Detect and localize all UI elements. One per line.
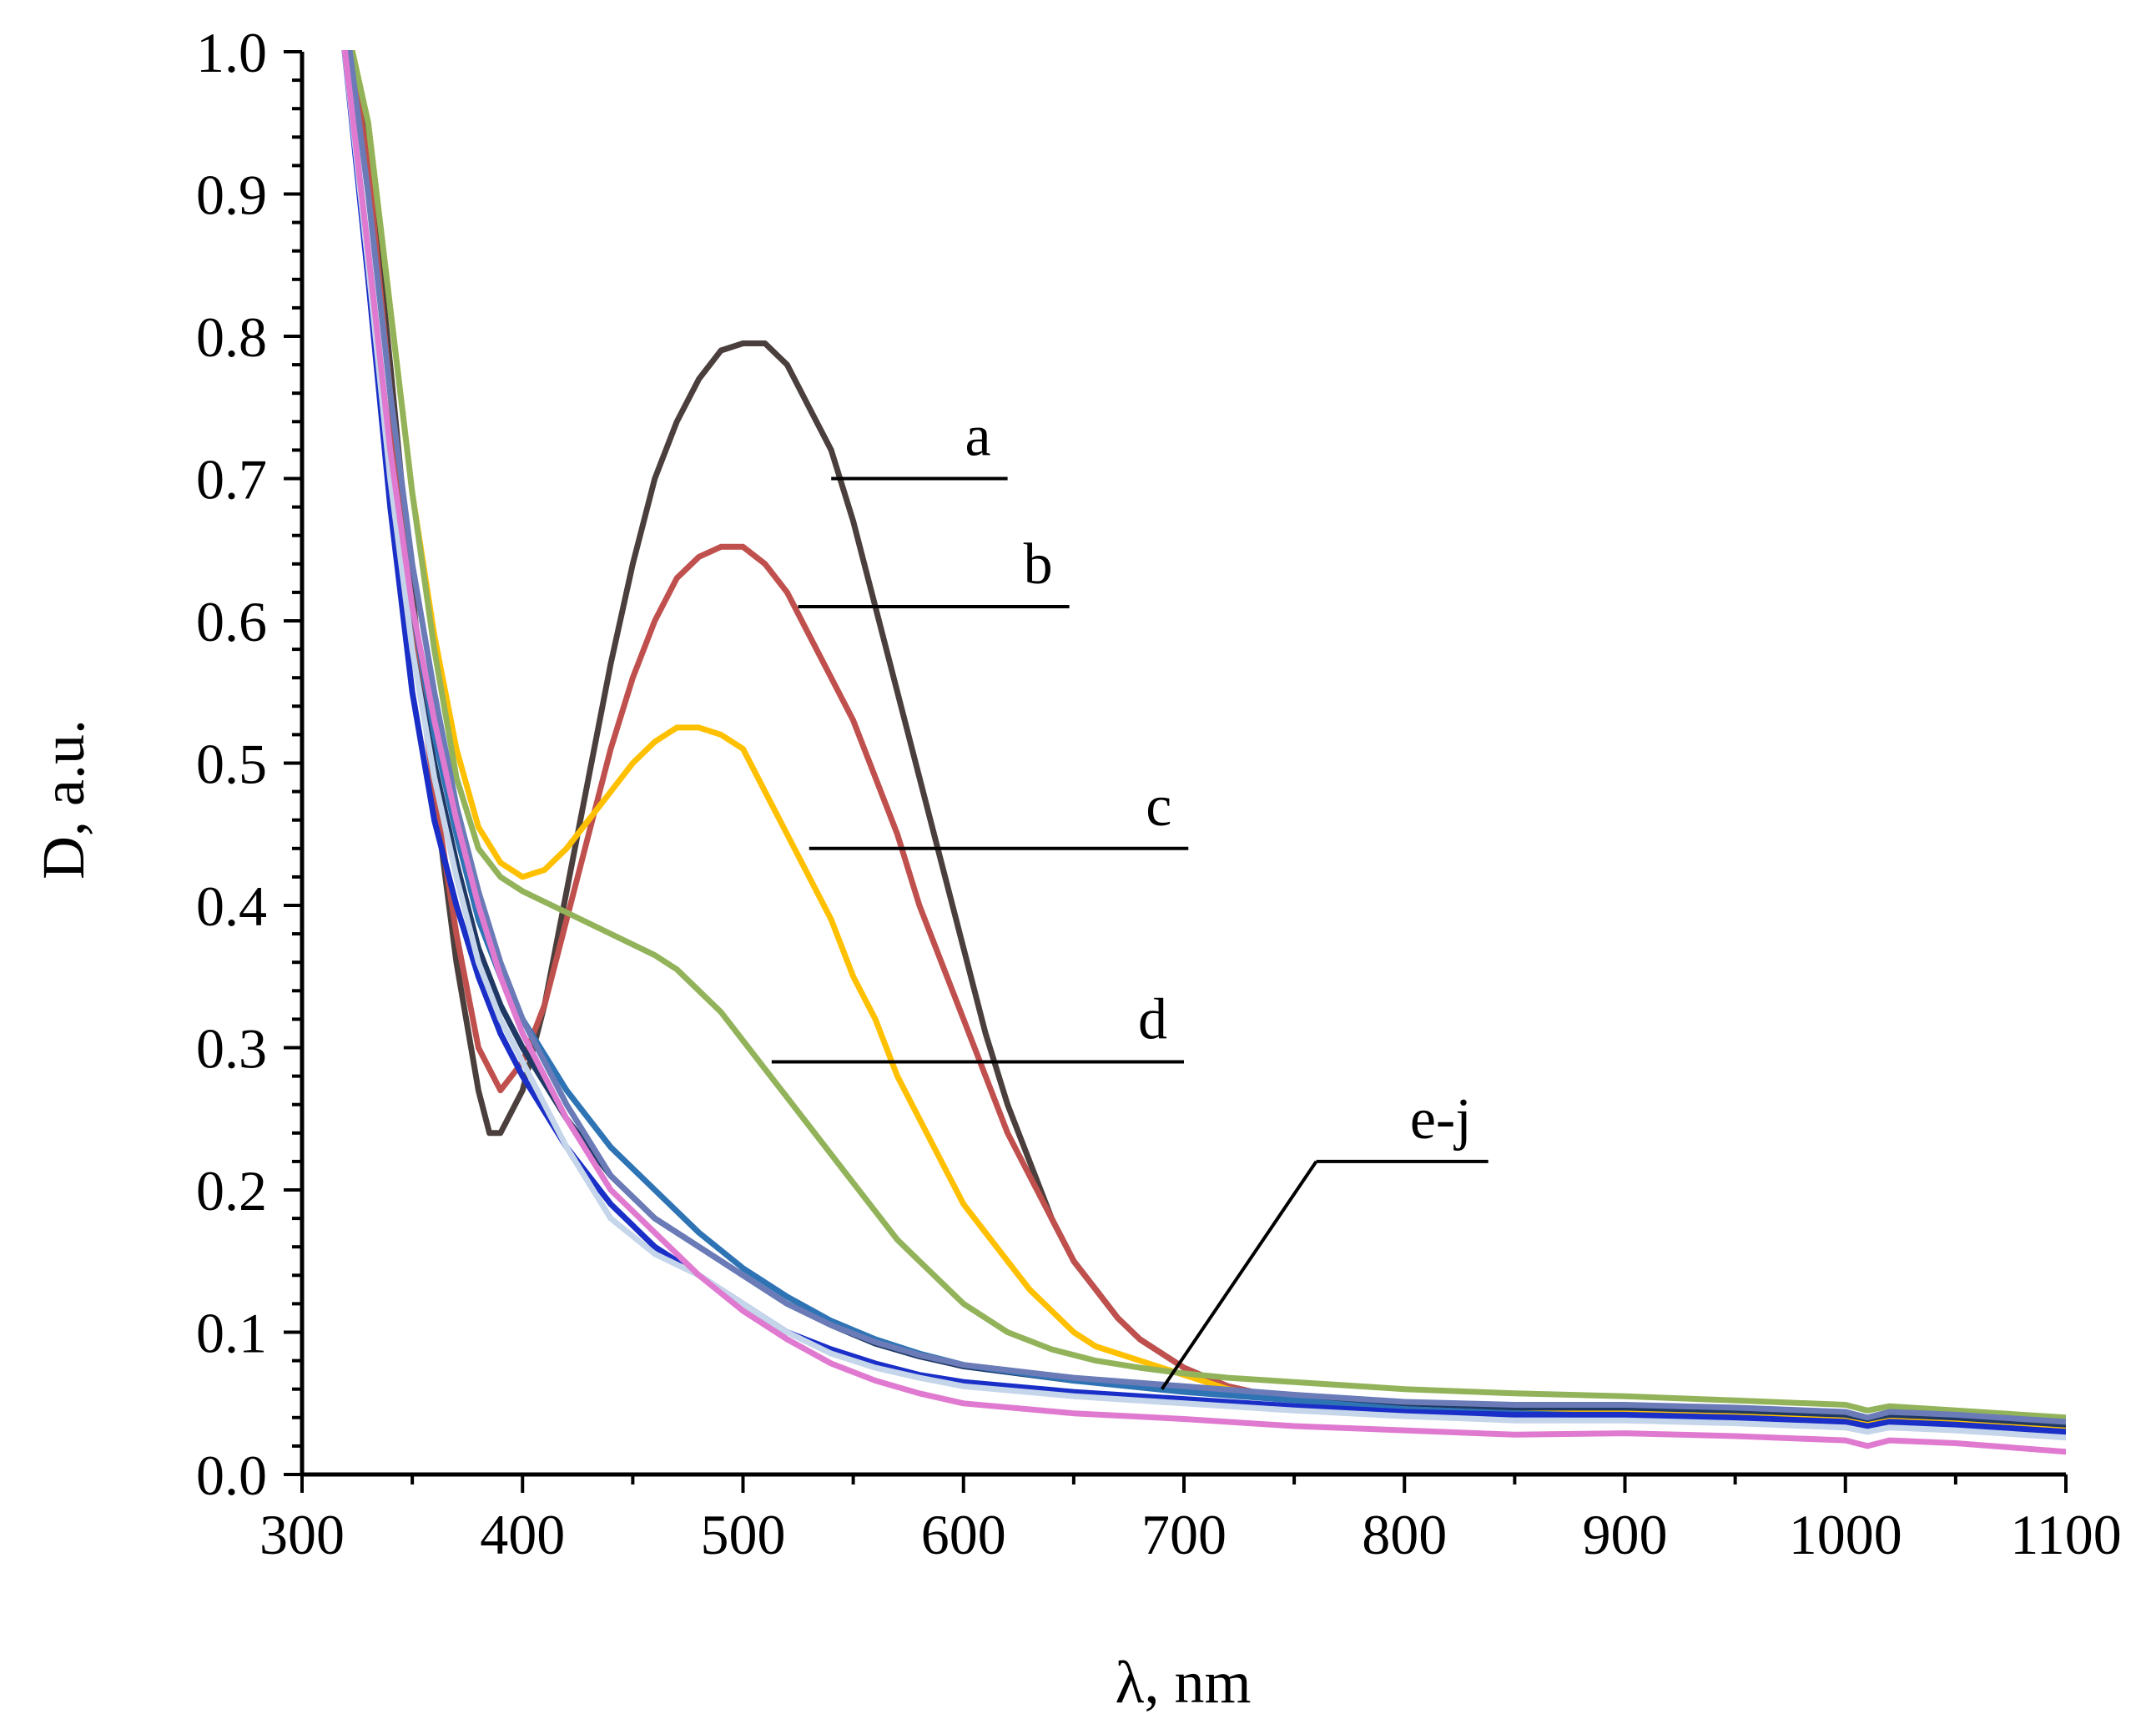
y-tick-label: 1.0 [196,21,267,84]
curve-label-a: a [965,405,991,469]
curve-label-d: d [1138,988,1167,1052]
leader-line-diagonal [1160,1160,1318,1390]
y-tick-label: 0.8 [196,305,267,369]
x-tick-label: 1100 [2010,1503,2121,1566]
x-tick-label: 500 [701,1503,786,1566]
x-tick-label: 700 [1141,1503,1227,1566]
x-tick-label: 400 [480,1503,565,1566]
y-tick-label: 0.4 [196,875,267,938]
series-line-i [341,50,2066,1441]
curve-annotations: ab c d e-j [771,405,1489,1390]
series-line-c [349,50,2066,1434]
y-tick-label: 0.3 [196,1017,267,1081]
x-tick-label: 300 [259,1503,345,1566]
x-tick-label: 800 [1362,1503,1447,1566]
y-tick-label: 0.0 [196,1444,267,1507]
series-line-b [347,50,2066,1435]
series-line-a [347,50,2066,1431]
y-tick-label: 0.5 [196,733,267,796]
series-line-j [341,50,2066,1455]
y-axis-title: D, a.u. [30,719,97,880]
series-line-d [349,50,2066,1421]
curve-label-e-j: e-j [1410,1087,1472,1152]
series-line-g [341,50,2066,1435]
y-tick-label: 0.1 [196,1302,267,1365]
x-tick-label: 1000 [1789,1503,1902,1566]
x-tick-label: 600 [921,1503,1006,1566]
y-tick-label: 0.2 [196,1159,267,1222]
curve-label-c: c [1146,774,1171,839]
y-tick-label: 0.7 [196,448,267,512]
y-tick-label: 0.9 [196,164,267,227]
x-axis-title: λ, nm [1116,1649,1252,1716]
y-tick-label: 0.6 [196,590,267,653]
curves [341,50,2066,1455]
curve-label-b: b [1024,532,1053,597]
x-tick-label: 900 [1583,1503,1668,1566]
series-line-h [346,50,2066,1425]
axes: 300 400 500 600 700 800 900 1000 1100 0.0 0.1 0.2 0.… [196,21,2122,1566]
